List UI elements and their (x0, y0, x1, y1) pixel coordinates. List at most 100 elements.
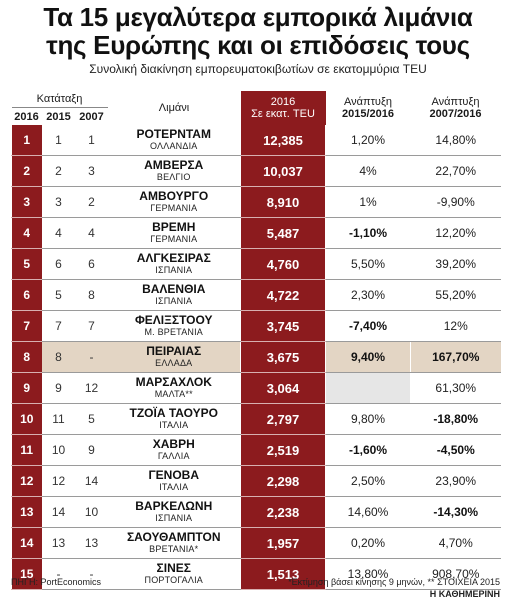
port-name: ΣΙΝΕΣ (156, 561, 191, 575)
rank-2007-cell: 10 (75, 496, 108, 528)
port-country: ΓΑΛΛΙΑ (157, 451, 190, 461)
teu-value-cell: 1,513 (240, 558, 326, 590)
growth-2007-2016-cell: 12% (410, 310, 501, 342)
rank-2015-cell: 1 (41, 125, 76, 156)
table-row: 15- - ΣΙΝΕΣ ΠΟΡΤΟΓΑΛΙΑ 1,513 13,80% 908,70% (11, 558, 501, 590)
port-country: ΙΤΑΛΙΑ (159, 482, 189, 492)
teu-value-cell: 5,487 (240, 217, 326, 249)
port-country: ΜΑΛΤΑ** (154, 389, 193, 399)
port-name: ΑΛΓΚΕΣΙΡΑΣ (136, 251, 211, 265)
rank-2016-cell: 12 (11, 465, 42, 497)
port-cell: ΓΕΝΟΒΑ ΙΤΑΛΙΑ (107, 465, 241, 497)
teu-value-cell: 4,760 (240, 248, 326, 280)
rank-2016-cell: 9 (11, 372, 42, 404)
table-row: 5 6 6 ΑΛΓΚΕΣΙΡΑΣ ΙΣΠΑΝΙΑ 4,760 5,50% 39,20% (11, 248, 501, 280)
growth2-header-line-1: Ανάπτυξη (431, 96, 480, 108)
port-name: ΡΟΤΕΡΝΤΑΜ (136, 127, 211, 141)
rank-2016-cell: 11 (11, 434, 42, 466)
growth-2007-2016-cell: -4,50% (410, 434, 501, 466)
port-country: ΟΛΛΑΝΔΙΑ (150, 141, 198, 151)
growth-2007-2016-cell: -18,80% (410, 403, 501, 435)
rank-2016-cell: 4 (11, 217, 42, 249)
rank-2015-cell: 14 (41, 496, 76, 528)
rank-2007-cell: 2 (75, 186, 108, 218)
growth-2015-2016-cell: 2,50% (325, 465, 411, 497)
rank-2007-cell: 4 (75, 217, 108, 249)
rank-2016-cell: 8 (11, 341, 42, 373)
rank-2007-cell: 7 (75, 310, 108, 342)
rank-2015-cell: 2 (41, 155, 76, 187)
growth-2007-2016-cell: 23,90% (410, 465, 501, 497)
growth-2007-2016-cell: 908,70% (410, 558, 501, 590)
table-row: 4 4 4 ΒΡΕΜΗ ΓΕΡΜΑΝΙΑ 5,487 -1,10% 12,20% (11, 217, 501, 249)
port-name: ΑΜΒΕΡΣΑ (144, 158, 204, 172)
growth-2007-2016-cell: 4,70% (410, 527, 501, 559)
publisher-brand: Η ΚΑΘΗΜΕΡΙΝΗ (429, 589, 500, 599)
growth-2015-2016-cell: -1,10% (325, 217, 411, 249)
ports-table-container: Κατάταξη Λιμάνι 2016 Σε εκατ. TEU Ανάπτυ… (11, 91, 501, 590)
rank-2015-cell: 3 (41, 186, 76, 218)
rank-2015-cell: 4 (41, 217, 76, 249)
growth-2015-2016-cell: 2,30% (325, 279, 411, 311)
port-country: Μ. ΒΡΕΤΑΝΙΑ (144, 327, 204, 337)
port-cell: ΠΕΙΡΑΙΑΣ ΕΛΛΑΔΑ (107, 341, 241, 373)
growth-2015-2016-cell (325, 372, 411, 404)
title-line-2: της Ευρώπης και οι επιδόσεις τους (46, 30, 470, 60)
teu-value-cell: 3,745 (240, 310, 326, 342)
port-country: ΙΣΠΑΝΙΑ (155, 296, 193, 306)
port-country: ΓΕΡΜΑΝΙΑ (150, 203, 198, 213)
teu-value-cell: 3,064 (240, 372, 326, 404)
growth-2007-2016-cell: -14,30% (410, 496, 501, 528)
growth-2015-2016-cell: -7,40% (325, 310, 411, 342)
rank-2016-cell: 5 (11, 248, 42, 280)
teu-value-cell: 2,519 (240, 434, 326, 466)
port-cell: ΑΜΒΟΥΡΓΟ ΓΕΡΜΑΝΙΑ (107, 186, 241, 218)
growth-2007-2016-cell: -9,90% (410, 186, 501, 218)
growth-2015-2016-cell: 4% (325, 155, 411, 187)
table-row: 10 11 5 ΤΖΟΪΑ ΤΑΟΥΡΟ ΙΤΑΛΙΑ 2,797 9,80% -18,80% (11, 403, 501, 435)
growth-2007-2016-cell: 12,20% (410, 217, 501, 249)
teu-value-cell: 2,298 (240, 465, 326, 497)
rank-2007-header: 2007 (79, 110, 104, 123)
rank-2016-cell: 3 (11, 186, 42, 218)
growth2-header-line-2: 2007/2016 (429, 108, 482, 120)
rank-2015-cell: 7 (41, 310, 76, 342)
table-row: 8 8- ΠΕΙΡΑΙΑΣ ΕΛΛΑΔΑ 3,675 9,40% 167,70% (11, 341, 501, 373)
rank-2016-cell: 6 (11, 279, 42, 311)
port-name: ΧΑΒΡΗ (152, 437, 195, 451)
port-name: ΒΑΛΕΝΘΙΑ (142, 282, 206, 296)
table-row: 1 1 1 ΡΟΤΕΡΝΤΑΜ ΟΛΛΑΝΔΙΑ 12,385 1,20% 14,80% (11, 125, 501, 156)
growth-2015-2016-cell: 1% (325, 186, 411, 218)
rank-2016-cell: 13 (11, 496, 42, 528)
table-row: 6 5 8 ΒΑΛΕΝΘΙΑ ΙΣΠΑΝΙΑ 4,722 2,30% 55,20% (11, 279, 501, 311)
rank-2007-cell: 5 (75, 403, 108, 435)
teu-value-cell: 2,238 (240, 496, 326, 528)
rank-2016-cell: 15 (11, 558, 42, 590)
port-country: ΙΣΠΑΝΙΑ (155, 265, 193, 275)
port-cell: ΡΟΤΕΡΝΤΑΜ ΟΛΛΑΝΔΙΑ (107, 125, 241, 156)
teu-value-cell: 8,910 (240, 186, 326, 218)
port-country: ΠΟΡΤΟΓΑΛΙΑ (144, 575, 203, 585)
rank-2015-cell: - (41, 558, 76, 590)
growth-2015-2016-cell: 9,40% (325, 341, 411, 373)
teu-value-cell: 2,797 (240, 403, 326, 435)
port-cell: ΑΜΒΕΡΣΑ ΒΕΛΓΙΟ (107, 155, 241, 187)
port-column-header: Λιμάνι (158, 102, 190, 114)
footnote: *Εκτίμηση βάσει κίνησης 9 μηνών, ** ΣΤΟΙ… (288, 577, 500, 587)
growth1-header-line-2: 2015/2016 (342, 108, 394, 120)
port-name: ΒΡΕΜΗ (152, 220, 196, 234)
rank-2015-cell: 11 (41, 403, 76, 435)
rank-2016-cell: 7 (11, 310, 42, 342)
rank-2015-cell: 6 (41, 248, 76, 280)
port-name: ΠΕΙΡΑΙΑΣ (146, 344, 202, 358)
rank-2007-cell: 3 (75, 155, 108, 187)
rank-2015-cell: 10 (41, 434, 76, 466)
port-name: ΜΑΡΣΑΧΛΟΚ (135, 375, 212, 389)
table-row: 13 14 10 ΒΑΡΚΕΛΩΝΗ ΙΣΠΑΝΙΑ 2,238 14,60% -14,30% (11, 496, 501, 528)
port-name: ΣΑΟΥΘΑΜΠΤΟΝ (126, 530, 221, 544)
growth-2015-2016-cell: 1,20% (325, 125, 411, 156)
port-country: ΒΕΛΓΙΟ (156, 172, 191, 182)
rank-2015-header: 2015 (46, 110, 71, 123)
rank-2007-cell: 6 (75, 248, 108, 280)
growth-2007-2016-cell: 14,80% (410, 125, 501, 156)
